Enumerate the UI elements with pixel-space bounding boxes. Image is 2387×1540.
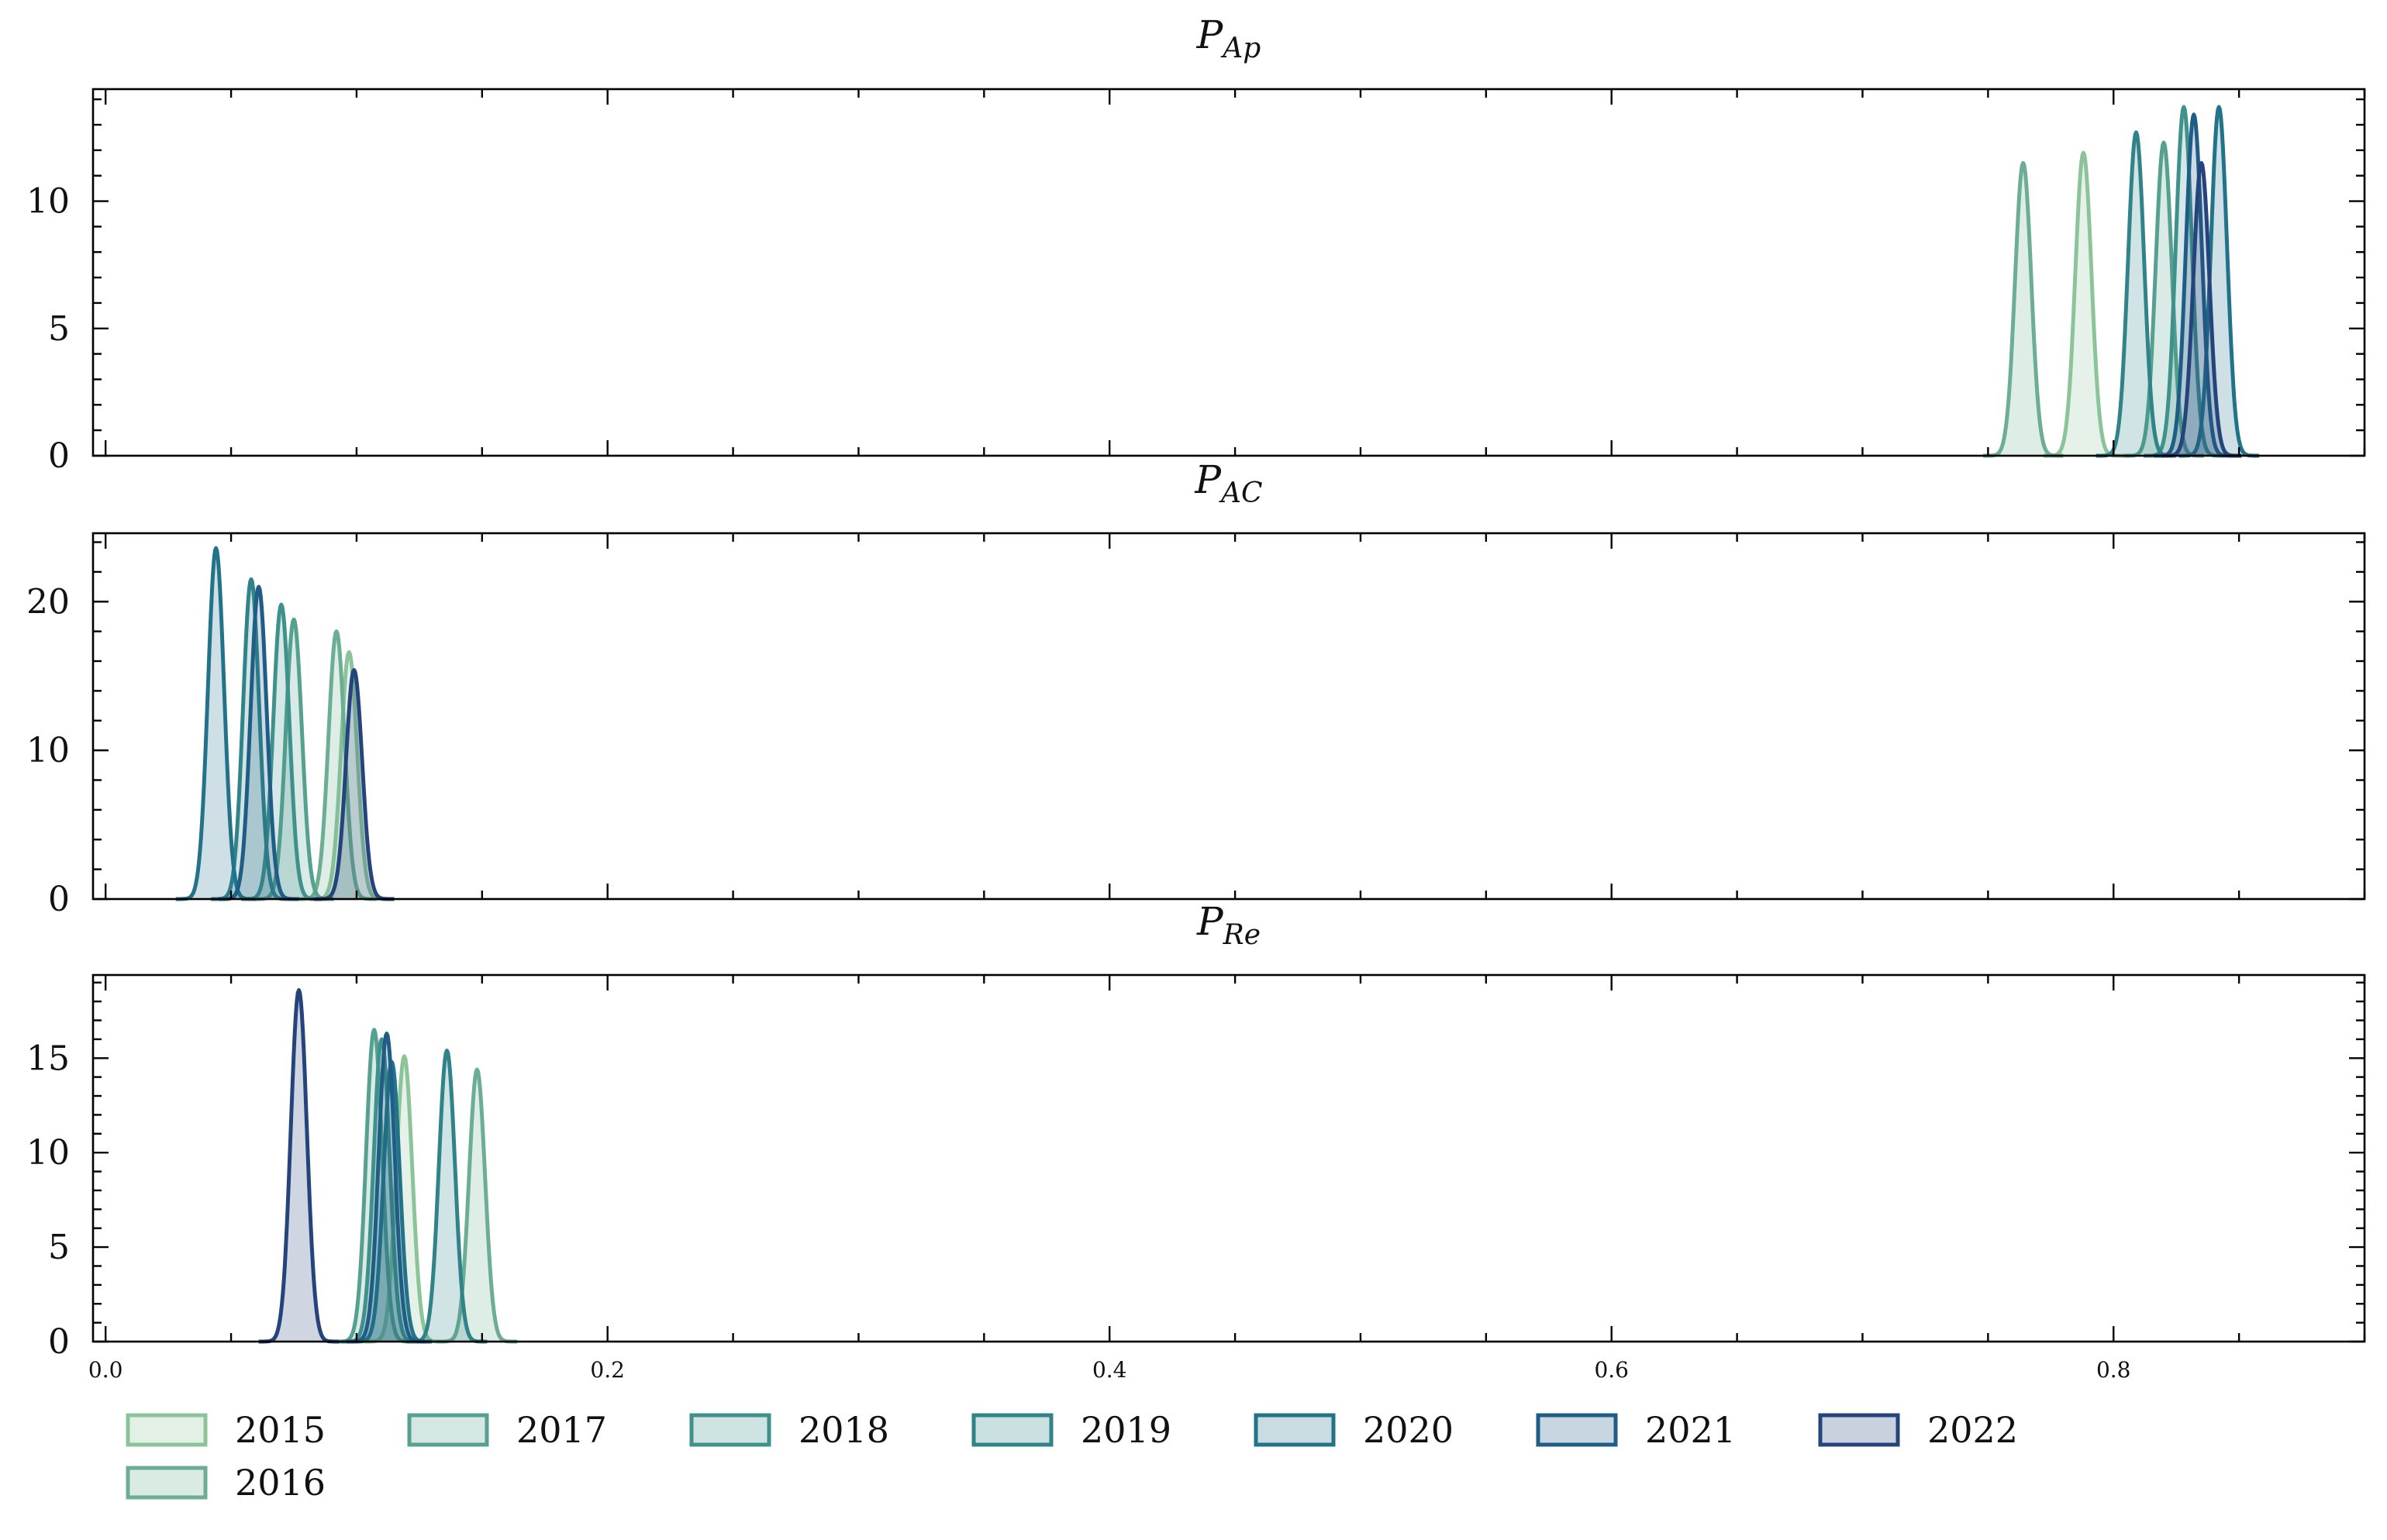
density-fill-2019 <box>406 1050 488 1342</box>
legend-swatch <box>689 1413 771 1447</box>
legend-swatch <box>126 1466 208 1500</box>
panel-title: PAC <box>1194 457 1262 509</box>
density-fill-2016 <box>296 631 377 899</box>
panel-2: PRe 0 5 10 15 0.0 0.2 0.4 0.6 0.8 <box>26 899 2366 1383</box>
legend-swatch <box>407 1413 489 1447</box>
density-line-2021 <box>345 1032 428 1344</box>
y-tick-label: 15 <box>26 1039 70 1078</box>
density-line-2016 <box>436 1067 519 1344</box>
density-fill-2015 <box>309 652 389 899</box>
density-fill-2020 <box>2178 107 2259 456</box>
density-line-2020 <box>2178 105 2261 458</box>
legend-item-2015: 2015 <box>126 1409 326 1451</box>
axis-ticks <box>93 533 2366 901</box>
legend-label: 2020 <box>1363 1409 1454 1451</box>
axes-frame <box>91 973 2366 1343</box>
density-curves <box>1982 105 2261 458</box>
legend-label: 2017 <box>516 1409 607 1451</box>
x-tick-label: 0.0 <box>88 1357 123 1383</box>
panel-title-subscript: Re <box>1223 919 1261 951</box>
legend-swatch <box>126 1413 208 1447</box>
density-fill-2021 <box>218 587 299 899</box>
density-fill-2021 <box>347 1033 427 1342</box>
panel-title-main: P <box>1196 12 1224 57</box>
density-fill-2018 <box>241 605 322 899</box>
y-tick-label: 0 <box>48 880 70 919</box>
legend-label: 2016 <box>235 1462 326 1504</box>
y-tick-label: 5 <box>48 1228 70 1267</box>
legend-label: 2021 <box>1645 1409 1736 1451</box>
density-fill-2016 <box>436 1069 518 1342</box>
x-tick-label: 0.4 <box>1092 1357 1127 1383</box>
axis-ticks <box>93 975 2366 1343</box>
density-fill-2020 <box>175 548 257 899</box>
density-fill-2022 <box>2161 163 2242 456</box>
panel-title: PAp <box>1196 12 1261 64</box>
density-fill-2015 <box>364 1056 445 1342</box>
panel-title-subscript: Ap <box>1220 33 1261 64</box>
density-line-2022 <box>257 988 340 1344</box>
legend-item-2022: 2022 <box>1818 1409 2018 1451</box>
axes-frame <box>91 532 2366 901</box>
panel-title: PRe <box>1196 899 1261 951</box>
panel-1: PAC 0 10 20 <box>26 457 2366 919</box>
y-tick-label: 10 <box>26 1133 70 1173</box>
panel-title-subscript: AC <box>1219 477 1263 509</box>
legend-item-2019: 2019 <box>971 1409 1171 1451</box>
axis-ticks <box>93 89 2366 457</box>
legend: 2015 2017 2018 2019 2020 2021 2022 2016 <box>126 1409 2018 1504</box>
legend-label: 2018 <box>799 1409 889 1451</box>
legend-label: 2015 <box>235 1409 326 1451</box>
density-fill-2017 <box>2123 143 2204 456</box>
density-line-2022 <box>2160 160 2243 458</box>
legend-item-2016: 2016 <box>126 1462 326 1504</box>
density-curves <box>257 988 519 1344</box>
legend-swatch <box>971 1413 1054 1447</box>
y-tick-label: 10 <box>26 182 70 222</box>
legend-item-2021: 2021 <box>1536 1409 1736 1451</box>
density-line-2016 <box>1982 160 2064 458</box>
y-tick-label: 5 <box>48 309 70 349</box>
density-line-2020 <box>174 546 257 901</box>
density-fill-2022 <box>313 670 395 899</box>
density-fill-2016 <box>1982 163 2064 456</box>
panel-title-main: P <box>1194 457 1222 502</box>
density-fill-2020 <box>351 1062 433 1342</box>
legend-item-2018: 2018 <box>689 1409 889 1451</box>
panel-0: PAp 0 5 10 <box>26 12 2366 476</box>
legend-label: 2019 <box>1081 1409 1171 1451</box>
legend-item-2020: 2020 <box>1254 1409 1454 1451</box>
legend-label: 2022 <box>1927 1409 2018 1451</box>
panel-title-main: P <box>1196 899 1224 944</box>
y-tick-label: 0 <box>48 436 70 476</box>
legend-swatch <box>1536 1413 1618 1447</box>
y-tick-label: 10 <box>26 731 70 770</box>
y-tick-label: 20 <box>26 582 70 622</box>
legend-swatch <box>1818 1413 1900 1447</box>
legend-item-2017: 2017 <box>407 1409 607 1451</box>
density-fill-2017 <box>254 619 334 899</box>
density-fill-2019 <box>2096 132 2177 456</box>
legend-swatch <box>1254 1413 1336 1447</box>
density-fill-2022 <box>258 990 340 1342</box>
x-tick-label: 0.6 <box>1594 1357 1629 1383</box>
axes-frame <box>91 88 2366 457</box>
y-tick-label: 0 <box>48 1322 70 1362</box>
x-tick-label: 0.2 <box>590 1357 625 1383</box>
x-tick-label: 0.8 <box>2096 1357 2131 1383</box>
density-fill-2015 <box>2043 153 2124 456</box>
